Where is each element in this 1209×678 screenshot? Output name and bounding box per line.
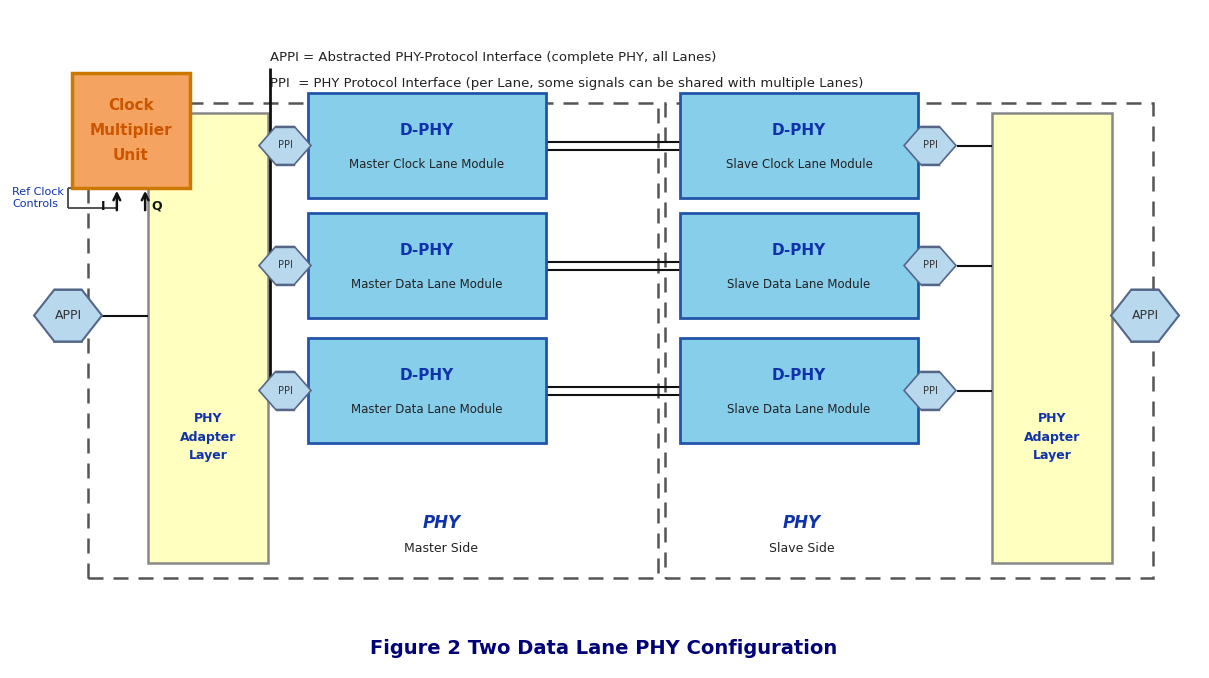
Polygon shape <box>34 290 102 342</box>
Text: Multiplier: Multiplier <box>89 123 173 138</box>
Bar <box>993 113 1112 563</box>
Text: D-PHY: D-PHY <box>400 123 455 138</box>
Text: PPI: PPI <box>278 386 293 395</box>
Bar <box>147 113 268 563</box>
Bar <box>679 338 918 443</box>
Bar <box>665 103 1153 578</box>
Text: Master Data Lane Module: Master Data Lane Module <box>352 278 503 291</box>
Bar <box>88 103 658 578</box>
Polygon shape <box>904 127 956 165</box>
Text: Master Data Lane Module: Master Data Lane Module <box>352 403 503 416</box>
Polygon shape <box>1111 290 1179 342</box>
Text: PHY
Adapter
Layer: PHY Adapter Layer <box>1024 412 1080 462</box>
Text: D-PHY: D-PHY <box>771 123 826 138</box>
Bar <box>679 213 918 318</box>
Text: Clock: Clock <box>108 98 154 113</box>
Text: Master Side: Master Side <box>404 542 479 555</box>
Text: D-PHY: D-PHY <box>400 368 455 383</box>
Text: PHY: PHY <box>782 514 821 532</box>
Polygon shape <box>904 372 956 410</box>
Text: Unit: Unit <box>114 148 149 163</box>
Text: PPI: PPI <box>278 260 293 271</box>
Text: APPI = Abstracted PHY-Protocol Interface (complete PHY, all Lanes): APPI = Abstracted PHY-Protocol Interface… <box>270 52 717 64</box>
Bar <box>308 213 546 318</box>
Text: Slave Clock Lane Module: Slave Clock Lane Module <box>725 158 873 171</box>
Text: I: I <box>100 199 105 212</box>
Text: Ref Clock
Controls: Ref Clock Controls <box>12 187 64 210</box>
Text: PPI: PPI <box>922 140 937 151</box>
Text: PPI: PPI <box>922 260 937 271</box>
Text: Slave Side: Slave Side <box>769 542 834 555</box>
Polygon shape <box>259 127 311 165</box>
Text: PHY: PHY <box>422 514 461 532</box>
Polygon shape <box>259 247 311 285</box>
Text: PHY
Adapter
Layer: PHY Adapter Layer <box>180 412 236 462</box>
Text: Q: Q <box>152 199 162 212</box>
Text: APPI: APPI <box>1132 309 1158 322</box>
Bar <box>679 93 918 198</box>
Bar <box>308 338 546 443</box>
Polygon shape <box>259 372 311 410</box>
Text: Slave Data Lane Module: Slave Data Lane Module <box>728 403 870 416</box>
Polygon shape <box>904 247 956 285</box>
Text: PPI  = PHY Protocol Interface (per Lane, some signals can be shared with multipl: PPI = PHY Protocol Interface (per Lane, … <box>270 77 863 89</box>
Text: PPI: PPI <box>922 386 937 395</box>
Bar <box>308 93 546 198</box>
Text: PPI: PPI <box>278 140 293 151</box>
Text: Figure 2 Two Data Lane PHY Configuration: Figure 2 Two Data Lane PHY Configuration <box>370 639 838 658</box>
Text: D-PHY: D-PHY <box>771 368 826 383</box>
Text: D-PHY: D-PHY <box>771 243 826 258</box>
Text: Master Clock Lane Module: Master Clock Lane Module <box>349 158 504 171</box>
Text: Slave Data Lane Module: Slave Data Lane Module <box>728 278 870 291</box>
Text: D-PHY: D-PHY <box>400 243 455 258</box>
Bar <box>73 73 190 188</box>
Text: APPI: APPI <box>54 309 81 322</box>
